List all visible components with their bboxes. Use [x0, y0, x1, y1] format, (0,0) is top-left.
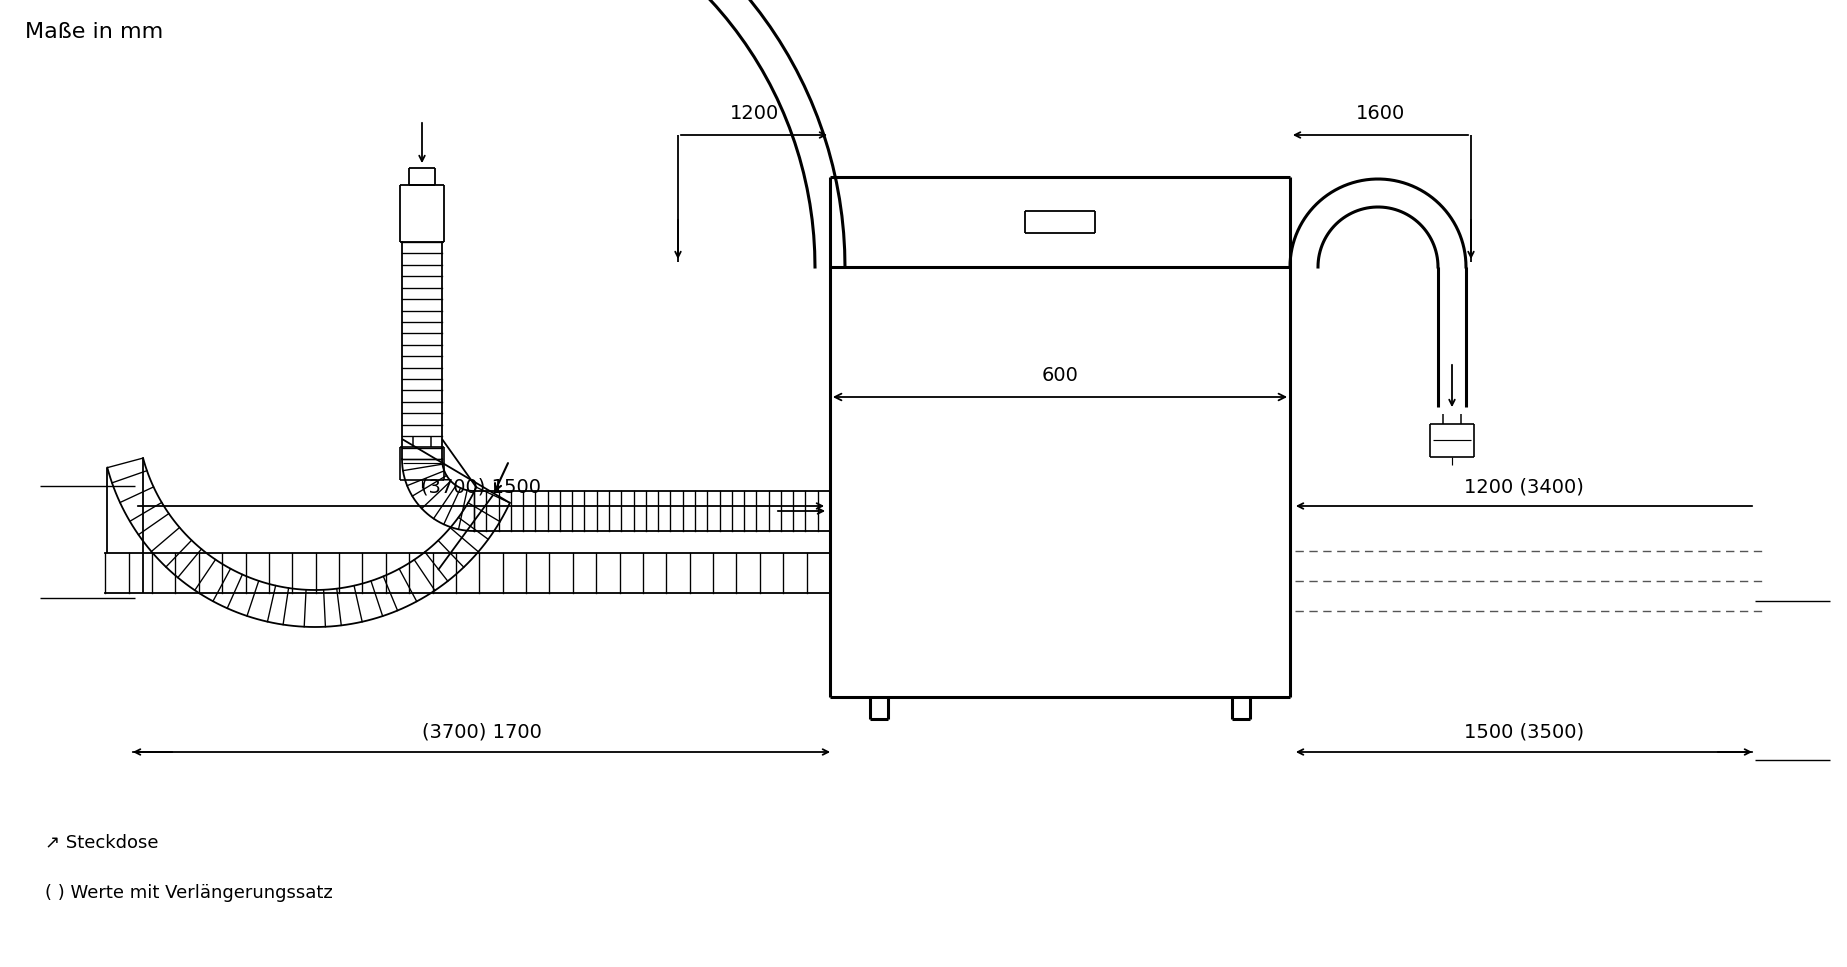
Text: ( ) Werte mit Verlängerungssatz: ( ) Werte mit Verlängerungssatz — [44, 884, 332, 902]
Text: 600: 600 — [1042, 366, 1079, 385]
Text: Maße in mm: Maße in mm — [26, 22, 163, 42]
Text: 1200: 1200 — [730, 104, 779, 123]
Text: ↗ Steckdose: ↗ Steckdose — [44, 834, 159, 852]
Text: 1600: 1600 — [1356, 104, 1406, 123]
Text: (3700) 1500: (3700) 1500 — [421, 477, 541, 496]
Text: 1500 (3500): 1500 (3500) — [1465, 723, 1585, 742]
Text: (3700) 1700: (3700) 1700 — [421, 723, 541, 742]
Text: 1200 (3400): 1200 (3400) — [1465, 477, 1585, 496]
